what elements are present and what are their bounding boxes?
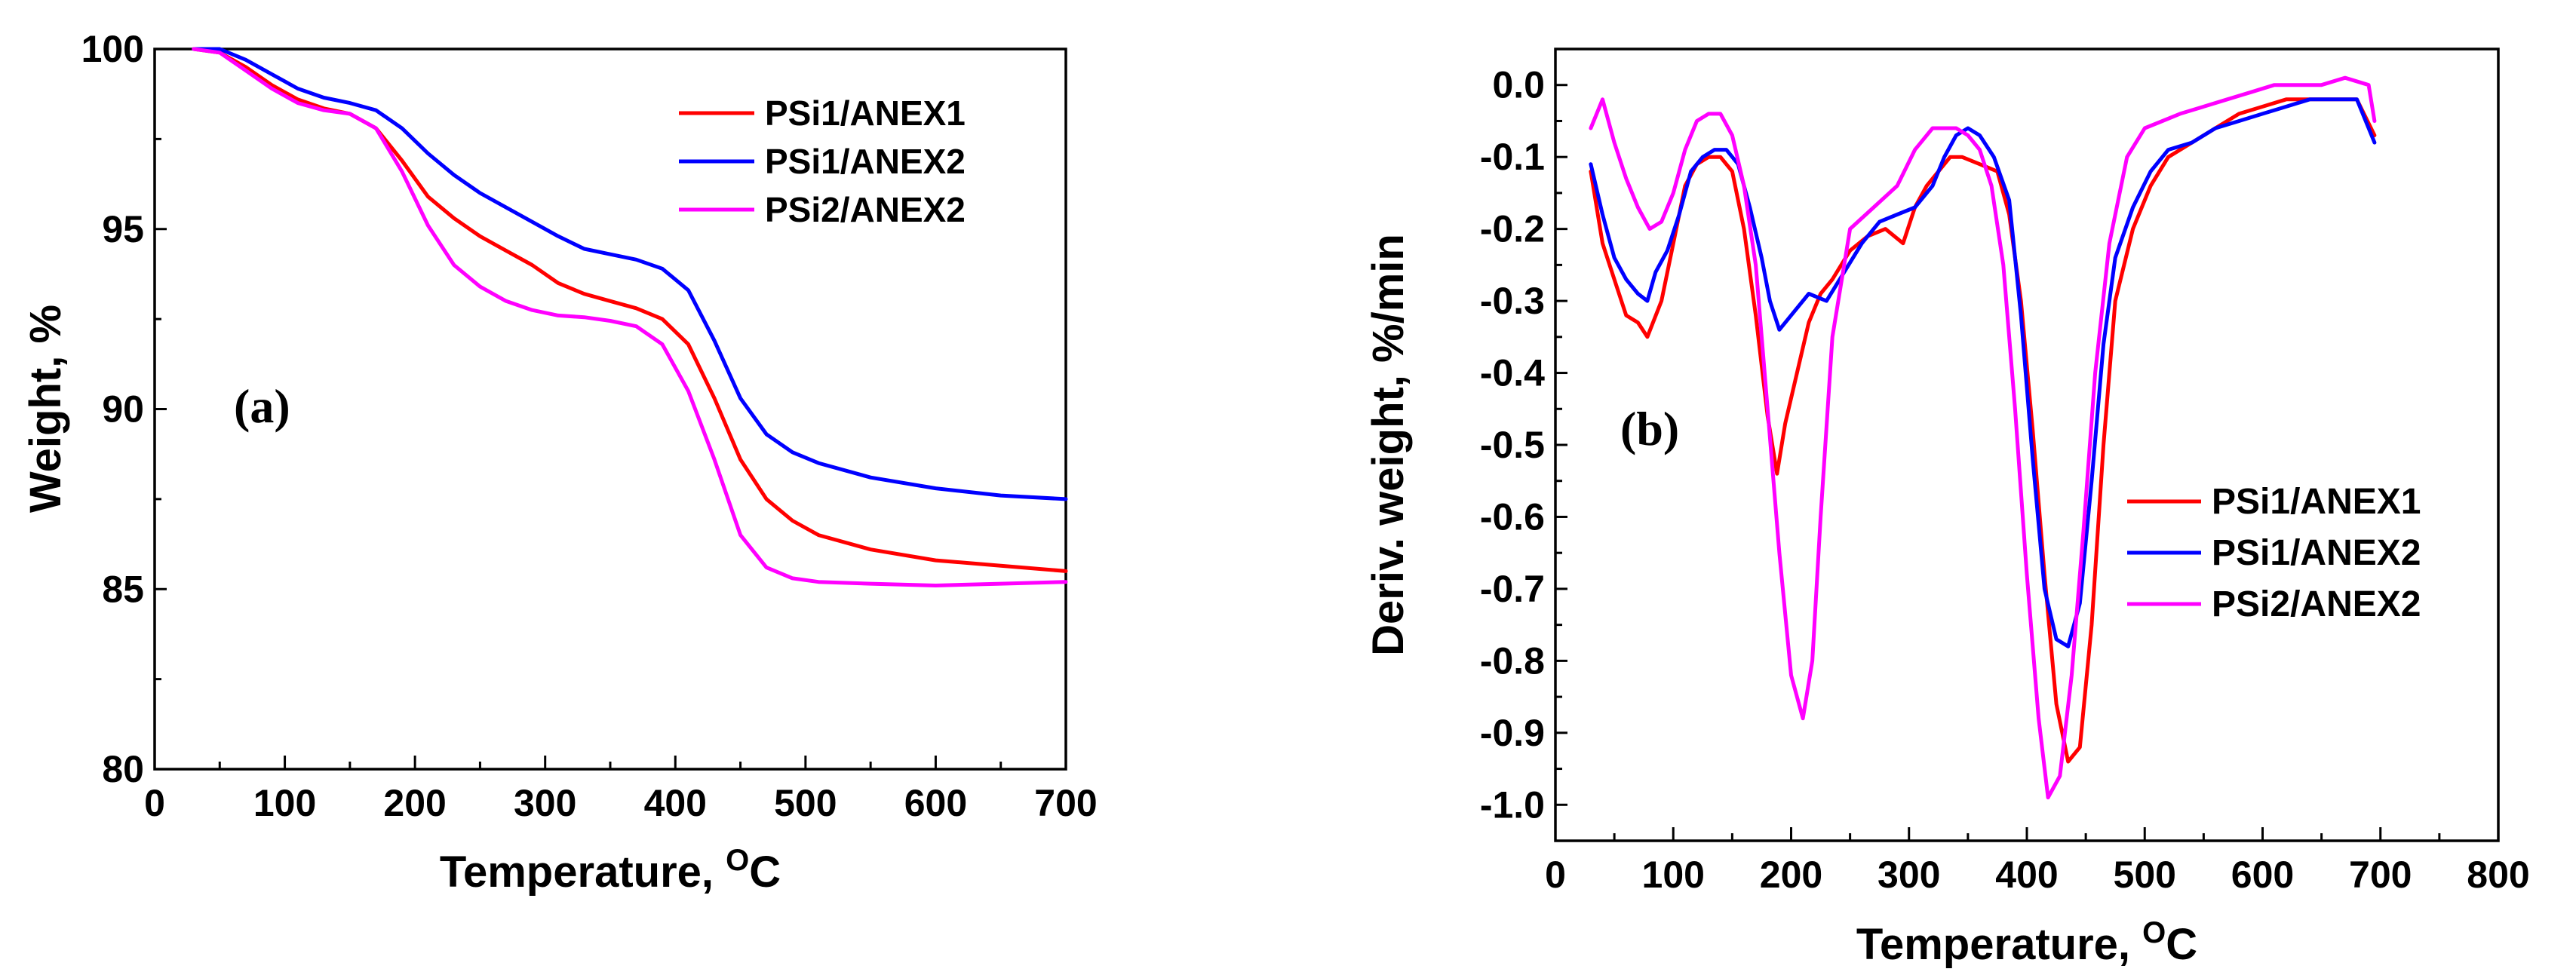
panel-a-label: (a) [234,379,290,433]
panel-a-x-tick-label: 600 [904,782,967,824]
panel-b-y-tick-label: -0.4 [1480,352,1545,394]
panel-a-ticks: 0 100 200 300 400 500 600 700 80 85 90 95 100 [81,28,1098,824]
panel-b-label: (b) [1620,402,1679,455]
panel-b-y-tick-label: 0.0 [1492,64,1545,106]
panel-b-series [1589,75,2377,800]
panel-b-y-tick-label: -0.7 [1480,568,1545,610]
panel-b-legend-label: PSi1/ANEX2 [2212,533,2421,573]
panel-b-x-axis-label: Temperature, OC [1856,916,2197,969]
panel-b-y-tick-label: -0.5 [1480,424,1545,466]
panel-b-y-tick-label: -1.0 [1480,783,1545,826]
panel-a-series-line-3 [192,47,1068,587]
panel-b-y-tick-label: -0.3 [1480,280,1545,322]
panel-b-y-tick-label: -0.8 [1480,639,1545,682]
panel-b-legend-label: PSi2/ANEX2 [2212,584,2421,624]
panel-a-legend: PSi1/ANEX1 PSi1/ANEX2 PSi2/ANEX2 [679,94,966,229]
panel-a-series [192,47,1068,587]
panel-b-y-tick-label: -0.2 [1480,208,1545,250]
panel-a-x-tick-label: 200 [383,782,446,824]
panel-a-y-axis-label: Weight, % [21,305,70,513]
panel-a-series-line-2 [192,47,1068,501]
panel-b-series-line-3 [1589,75,2377,800]
panel-b-x-tick-label: 700 [2349,854,2412,896]
panel-a-x-tick-label: 400 [644,782,707,824]
panel-b-legend: PSi1/ANEX1 PSi1/ANEX2 PSi2/ANEX2 [2127,482,2421,624]
panel-a-x-tick-label: 100 [253,782,316,824]
panel-b-x-tick-label: 300 [1878,854,1940,896]
panel-a-x-axis-label: Temperature, OC [440,844,781,897]
panel-a-weight-chart: 0 100 200 300 400 500 600 700 80 85 90 95 100 Temper… [21,28,1098,897]
panel-a-y-tick-label: 100 [81,28,144,70]
panel-b-y-tick-label: -0.6 [1480,495,1545,538]
panel-b-x-tick-label: 100 [1642,854,1705,896]
panel-b-x-tick-label: 200 [1760,854,1822,896]
panel-b-series-line-2 [1589,97,2377,648]
panel-b-y-tick-label: -0.1 [1480,136,1545,178]
panel-b-legend-label: PSi1/ANEX1 [2212,482,2421,522]
panel-a-x-tick-label: 300 [514,782,576,824]
panel-b-x-tick-label: 0 [1545,854,1566,896]
panel-b-x-tick-label: 800 [2467,854,2529,896]
panel-b-ticks: 0 100 200 300 400 500 600 700 800 0.0 -0.1 -0.2 -0.3… [1480,64,2530,896]
panel-a-legend-label: PSi1/ANEX1 [765,94,966,133]
panel-a-y-tick-label: 85 [102,568,144,610]
panel-a-series-line-1 [192,47,1068,573]
panel-b-x-tick-label: 500 [2114,854,2176,896]
panel-b-x-tick-label: 400 [1995,854,2058,896]
panel-b-series-line-1 [1589,97,2377,764]
panel-b-y-tick-label: -0.9 [1480,712,1545,754]
panel-b-derivative-chart: 0 100 200 300 400 500 600 700 800 0.0 -0.1 -0.2 -0.3… [1364,48,2530,969]
panel-a-x-tick-label: 500 [774,782,837,824]
panel-a-y-tick-label: 95 [102,208,144,250]
panel-a-legend-label: PSi1/ANEX2 [765,142,966,181]
panel-a-y-tick-label: 90 [102,388,144,431]
panel-b-y-axis-label: Deriv. weight, %/min [1364,234,1413,656]
panel-b-x-tick-label: 600 [2231,854,2294,896]
panel-a-legend-label: PSi2/ANEX2 [765,190,966,229]
panel-a-x-tick-label: 0 [144,782,165,824]
panel-a-y-tick-label: 80 [102,748,144,790]
panel-a-x-tick-label: 700 [1034,782,1097,824]
